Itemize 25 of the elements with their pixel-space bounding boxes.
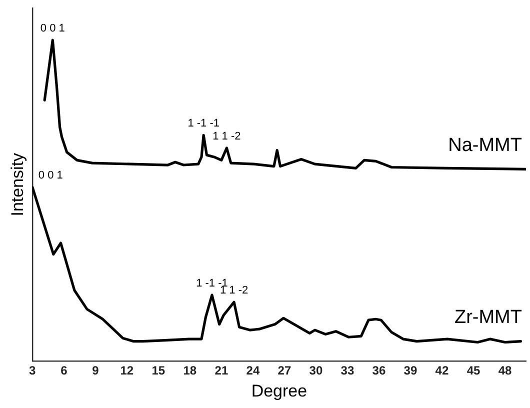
x-tick-label: 42 [435,364,449,378]
annotation: 1 1 -2 [212,130,241,143]
x-tick-label: 48 [498,364,512,378]
x-tick-label: 39 [404,364,418,378]
x-tick-label: 21 [214,364,228,378]
series-label: Zr-MMT [454,307,522,328]
x-tick-label: 45 [466,364,480,378]
x-tick-label: 24 [246,364,260,378]
annotation: 1 -1 -1 [188,118,220,130]
x-tick-label: 12 [120,364,134,378]
annotation: 0 0 1 [38,170,63,182]
x-tick-label: 30 [309,364,323,378]
x-tick-label: 33 [340,364,354,378]
annotation: 1 1 -2 [220,284,248,297]
x-tick-label: 15 [152,364,166,378]
annotation: 0 0 1 [40,22,65,35]
series-label: Na-MMT [448,134,522,156]
x-axis-title: Degree [251,381,308,400]
x-tick-label: 3 [29,364,36,378]
x-tick-label: 9 [92,364,100,378]
x-tick-label: 27 [278,364,292,378]
x-tick-label: 18 [183,364,197,378]
y-axis-title: Intensity [8,152,27,216]
x-tick-label: 6 [60,364,68,378]
x-tick-label: 36 [372,364,386,378]
